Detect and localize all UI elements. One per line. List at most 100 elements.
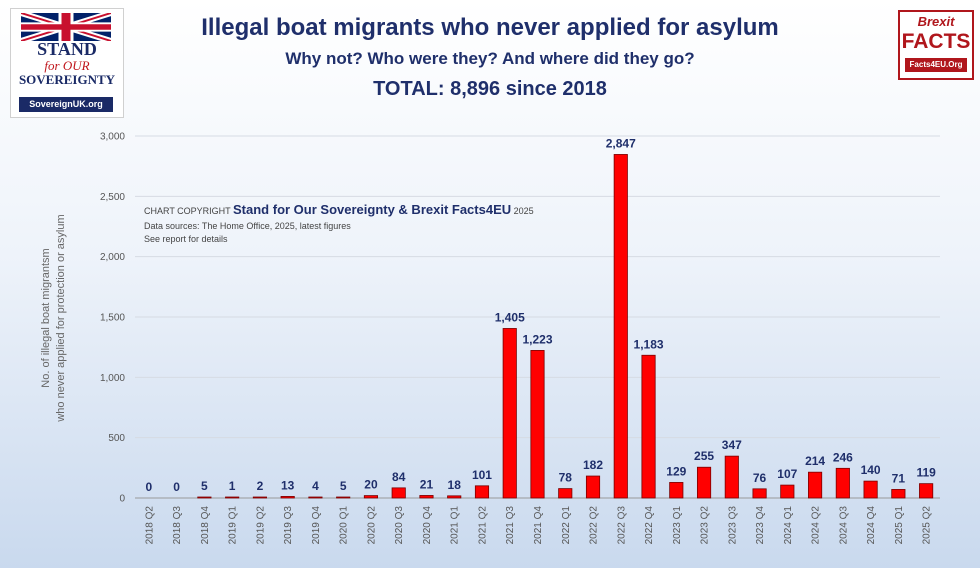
data-label: 1 — [229, 479, 236, 493]
data-label: 84 — [392, 470, 406, 484]
data-label: 71 — [892, 471, 906, 485]
x-tick-label: 2023 Q4 — [755, 506, 766, 545]
data-label: 129 — [666, 464, 686, 478]
x-tick-label: 2025 Q2 — [922, 506, 933, 545]
data-label: 5 — [340, 479, 347, 493]
bar — [419, 495, 434, 499]
stand-for-our-sovereignty-logo: STAND for OUR SOVEREIGNTY SovereignUK.or… — [10, 8, 124, 118]
logo-right-url: Facts4EU.Org — [905, 58, 967, 72]
logo-left-url: SovereignUK.org — [19, 97, 113, 112]
data-label: 1,183 — [634, 337, 664, 351]
bar — [752, 488, 767, 499]
bar — [863, 480, 878, 499]
data-label: 76 — [753, 471, 767, 485]
data-label: 347 — [722, 438, 742, 452]
x-tick-label: 2019 Q4 — [311, 506, 322, 545]
logo-right-line2: FACTS — [901, 30, 971, 53]
bar — [391, 487, 406, 499]
x-tick-label: 2019 Q3 — [283, 506, 294, 545]
x-tick-label: 2020 Q1 — [339, 506, 350, 545]
copyright-prefix: CHART COPYRIGHT — [144, 206, 233, 216]
bar — [197, 496, 212, 499]
bar — [641, 354, 656, 499]
y-tick-label: 1,000 — [100, 373, 125, 384]
data-label: 13 — [281, 478, 295, 492]
bar — [363, 495, 379, 499]
chart-title: Illegal boat migrants who never applied … — [201, 14, 779, 41]
x-tick-label: 2022 Q3 — [616, 506, 627, 545]
brexit-facts-logo: Brexit FACTS Facts4EU.Org — [898, 10, 974, 80]
x-tick-label: 2020 Q2 — [366, 506, 377, 545]
x-tick-label: 2024 Q3 — [838, 506, 849, 545]
data-label: 2,847 — [606, 136, 636, 150]
data-label: 18 — [448, 478, 462, 492]
data-label: 78 — [559, 471, 573, 485]
logo-left-line3: SOVEREIGNTY — [18, 72, 116, 87]
bar — [613, 154, 628, 499]
x-tick-label: 2022 Q1 — [561, 506, 572, 545]
data-label: 107 — [777, 467, 797, 481]
chart-total: TOTAL: 8,896 since 2018 — [373, 78, 607, 100]
x-tick-label: 2018 Q3 — [172, 506, 183, 545]
data-labels: 0 0 5 1 2 13 4 5 20 84 21 18 101 1,405 1,223 78 182 2,847… — [146, 136, 937, 494]
chart-subtitle: Why not? Who were they? And where did th… — [285, 49, 695, 68]
x-tick-label: 2021 Q1 — [450, 506, 461, 545]
bar — [919, 483, 934, 499]
y-tick-label: 0 — [119, 494, 125, 505]
bar — [585, 475, 601, 499]
bar — [530, 350, 545, 499]
copyright-annotation: CHART COPYRIGHT Stand for Our Sovereignt… — [144, 202, 534, 244]
data-label: 1,223 — [522, 332, 552, 346]
data-label: 255 — [694, 449, 714, 463]
bar — [891, 489, 906, 499]
bar — [225, 496, 240, 499]
union-flag-icon — [21, 13, 111, 41]
copyright-year: 2025 — [511, 206, 534, 216]
x-tick-label: 2020 Q3 — [394, 506, 405, 545]
data-label: 21 — [420, 477, 434, 491]
x-tick-label: 2022 Q2 — [589, 506, 600, 545]
bar — [336, 496, 351, 499]
x-axis: 2018 Q2 2018 Q3 2018 Q4 2019 Q1 2019 Q2 2019 … — [144, 506, 932, 545]
data-label: 119 — [916, 466, 936, 480]
x-tick-label: 2024 Q2 — [811, 506, 822, 545]
data-label: 140 — [861, 463, 881, 477]
x-tick-label: 2023 Q3 — [727, 506, 738, 545]
data-label: 1,405 — [495, 310, 525, 324]
y-tick-label: 500 — [108, 433, 125, 444]
y-axis-label-line2: who never applied for protection or asyl… — [55, 214, 67, 422]
y-tick-label: 1,500 — [100, 313, 125, 324]
bar — [447, 495, 462, 499]
copyright-org: Stand for Our Sovereignty & Brexit Facts… — [233, 202, 511, 217]
bar — [308, 496, 323, 499]
x-tick-label: 2021 Q4 — [533, 506, 544, 545]
bar — [474, 485, 490, 499]
bar — [280, 496, 295, 499]
see-report-note: See report for details — [144, 234, 228, 244]
bar — [724, 455, 739, 499]
bar — [835, 467, 850, 499]
x-tick-label: 2018 Q2 — [144, 506, 155, 545]
data-sources-note: Data sources: The Home Office, 2025, lat… — [144, 221, 351, 231]
bar — [558, 488, 573, 499]
x-tick-label: 2021 Q3 — [505, 506, 516, 545]
bar — [669, 482, 684, 499]
data-label: 2 — [257, 479, 264, 493]
data-label: 20 — [364, 478, 378, 492]
x-tick-label: 2022 Q4 — [644, 506, 655, 545]
x-tick-label: 2024 Q1 — [783, 506, 794, 545]
data-label: 101 — [472, 468, 492, 482]
logo-left-line2: for OUR — [44, 58, 90, 73]
bar — [696, 466, 712, 499]
logo-left-line1: STAND — [37, 39, 97, 59]
y-axis-label-line1: No. of illegal boat migrantsm — [40, 248, 52, 387]
x-tick-label: 2023 Q2 — [700, 506, 711, 545]
data-label: 182 — [583, 458, 603, 472]
bar — [780, 484, 795, 499]
y-axis: 0 500 1,000 1,500 2,000 2,500 3,000 — [100, 132, 125, 505]
svg-text:CHART COPYRIGHT Stand for Our: CHART COPYRIGHT Stand for Our Sovereignt… — [144, 202, 534, 217]
x-tick-label: 2018 Q4 — [200, 506, 211, 545]
x-tick-label: 2020 Q4 — [422, 506, 433, 545]
bar — [502, 328, 517, 499]
